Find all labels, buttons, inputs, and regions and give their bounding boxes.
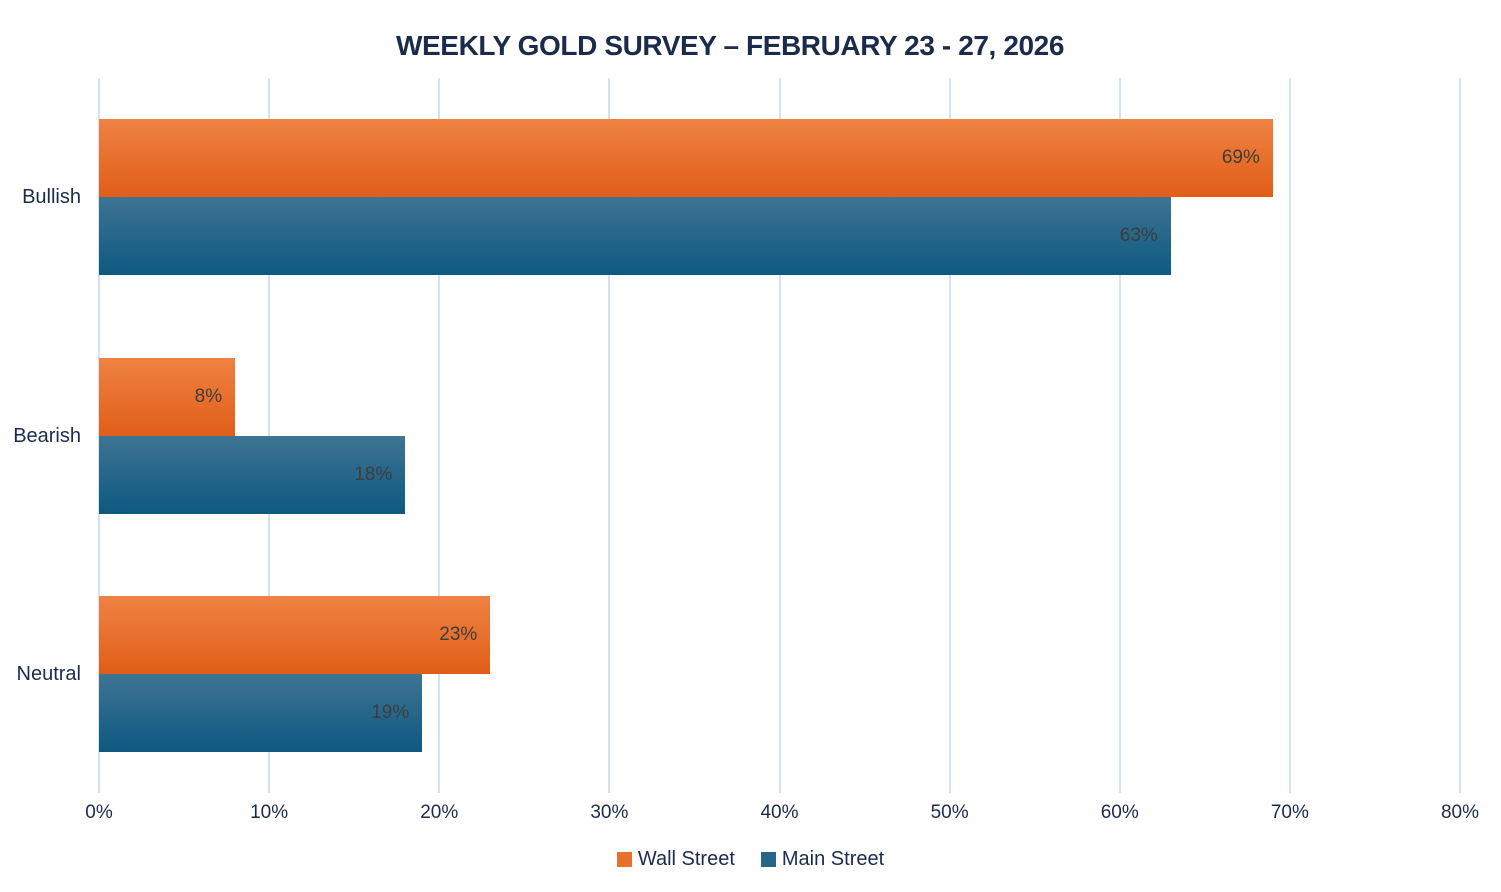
- gridline: [1118, 78, 1121, 793]
- legend-item-wall-street: Wall Street: [616, 848, 735, 871]
- legend-swatch-icon: [616, 852, 632, 867]
- bar-value-label: 23%: [439, 623, 478, 645]
- x-axis-tick-label: 40%: [760, 802, 799, 823]
- gridline: [438, 78, 441, 793]
- x-axis-tick-label: 10%: [250, 802, 289, 823]
- chart-legend: Wall Street Main Street: [0, 848, 1501, 871]
- gridline: [1288, 78, 1291, 793]
- chart-title: WEEKLY GOLD SURVEY – FEBRUARY 23 - 27, 2…: [395, 30, 1065, 61]
- bar-value-label: 19%: [371, 701, 410, 723]
- bar-main-street-bearish: 18%: [99, 435, 406, 514]
- legend-label: Main Street: [781, 848, 885, 870]
- bar-main-street-bullish: 63%: [99, 197, 1171, 276]
- bar-value-label: 18%: [354, 463, 393, 485]
- gridline: [948, 78, 951, 793]
- legend-item-main-street: Main Street: [760, 848, 885, 871]
- bar-wall-street-bullish: 69%: [99, 119, 1273, 198]
- x-axis-tick-label: 70%: [1270, 802, 1309, 823]
- bar-value-label: 63%: [1119, 225, 1158, 247]
- bar-wall-street-neutral: 23%: [99, 595, 491, 674]
- x-axis-tick-label: 30%: [590, 802, 629, 823]
- x-axis-tick-label: 0%: [85, 802, 113, 823]
- category-label: Bullish: [22, 186, 81, 209]
- legend-label: Wall Street: [637, 848, 735, 870]
- bar-value-label: 69%: [1221, 147, 1260, 169]
- x-axis-tick-label: 20%: [420, 802, 459, 823]
- x-axis-tick-label: 80%: [1440, 802, 1480, 823]
- gridline: [608, 78, 611, 793]
- category-label: Neutral: [16, 662, 81, 685]
- bar-wall-street-bearish: 8%: [99, 357, 236, 436]
- gridline: [1459, 78, 1461, 793]
- x-axis-tick-label: 60%: [1100, 802, 1139, 823]
- category-label: Bearish: [13, 424, 81, 447]
- legend-swatch-icon: [760, 852, 776, 867]
- gridline: [778, 78, 781, 793]
- bar-main-street-neutral: 19%: [99, 673, 423, 752]
- x-axis-tick-label: 50%: [930, 802, 969, 823]
- bar-value-label: 8%: [194, 385, 223, 407]
